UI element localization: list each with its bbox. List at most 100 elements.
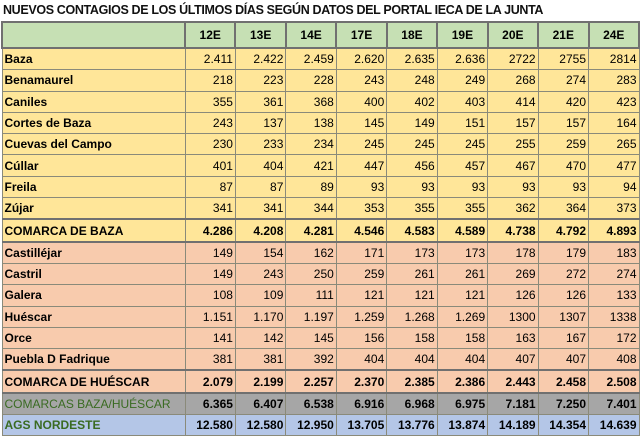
header-row: 12E 13E 14E 17E 18E 19E 20E 21E 24E [1,21,640,49]
value-cell: 1.151 [184,305,236,328]
row-label: AGS NORDESTE [1,414,186,436]
value-cell: 259 [335,262,388,286]
value-cell: 408 [588,348,640,371]
row-label: Caniles [1,90,186,113]
value-cell: 167 [537,326,590,350]
column-header: 20E [486,21,540,49]
value-cell: 141 [184,326,236,350]
value-cell: 261 [436,262,489,286]
value-cell: 1.269 [436,305,489,328]
value-cell: 407 [537,348,590,371]
row-label: Cuevas del Campo [1,133,186,156]
value-cell: 274 [588,262,640,286]
value-cell: 2.422 [234,47,287,71]
row-label: Galera [1,284,186,307]
value-cell: 421 [285,154,337,177]
value-cell: 93 [436,175,489,199]
value-cell: 173 [386,241,438,264]
value-cell: 158 [436,326,489,350]
value-cell: 178 [487,241,539,264]
value-cell: 420 [537,90,590,113]
value-cell: 268 [487,69,539,92]
value-cell: 156 [335,326,388,350]
table-row: Caniles 355 361 368 400 402 403 414 420 423 [1,90,640,113]
value-cell: 4.792 [537,218,590,243]
value-cell: 364 [537,197,590,220]
table-row: COMARCA DE BAZA 4.286 4.208 4.281 4.546 4.583… [1,218,640,243]
value-cell: 4.583 [386,218,438,243]
value-cell: 218 [184,69,236,92]
value-cell: 138 [285,111,337,135]
value-cell: 111 [285,284,337,307]
value-cell: 230 [184,133,236,156]
value-cell: 1338 [588,305,640,328]
value-cell: 2.459 [285,47,337,71]
value-cell: 404 [335,348,388,371]
value-cell: 392 [285,348,337,371]
contagios-table: 12E 13E 14E 17E 18E 19E 20E 21E 24E Baza 2.411 2.4… [1,21,640,436]
value-cell: 368 [285,90,337,113]
value-cell: 133 [588,284,640,307]
value-cell: 109 [234,284,287,307]
row-label: Castril [1,262,186,286]
value-cell: 6.407 [234,392,287,416]
value-cell: 6.968 [386,392,438,416]
value-cell: 233 [234,133,287,156]
value-cell: 2.635 [386,47,438,71]
table-body: Baza 2.411 2.422 2.459 2.620 2.635 2.636 2722 27… [1,47,640,436]
value-cell: 93 [487,175,539,199]
value-cell: 158 [386,326,438,350]
row-label: Zújar [1,197,186,220]
column-header: 18E [385,21,439,49]
value-cell: 404 [436,348,489,371]
value-cell: 151 [436,111,489,135]
value-cell: 137 [234,111,287,135]
value-cell: 414 [487,90,539,113]
row-label: Castilléjar [1,241,186,264]
value-cell: 228 [285,69,337,92]
column-header: 17E [335,21,388,49]
value-cell: 259 [537,133,590,156]
value-cell: 2.508 [588,369,640,394]
table-row: Cúllar 401 404 421 447 456 457 467 470 477 [1,154,640,177]
value-cell: 171 [335,241,388,264]
value-cell: 4.738 [487,218,539,243]
value-cell: 1307 [537,305,590,328]
value-cell: 6.365 [184,392,236,416]
value-cell: 2755 [537,47,590,71]
column-header: 19E [436,21,489,49]
value-cell: 12.950 [285,414,337,436]
value-cell: 373 [588,197,640,220]
value-cell: 4.281 [285,218,337,243]
row-label: Freila [1,175,186,199]
table-row: COMARCA DE HUÉSCAR 2.079 2.199 2.257 2.370 2.… [1,369,640,394]
value-cell: 400 [335,90,388,113]
value-cell: 355 [184,90,236,113]
value-cell: 467 [487,154,539,177]
value-cell: 243 [184,111,236,135]
value-cell: 355 [436,197,489,220]
row-label: Baza [1,47,186,71]
value-cell: 13.705 [335,414,388,436]
value-cell: 6.538 [285,392,337,416]
value-cell: 145 [335,111,388,135]
value-cell: 401 [184,154,236,177]
value-cell: 12.580 [184,414,236,436]
value-cell: 341 [234,197,287,220]
value-cell: 7.250 [537,392,590,416]
value-cell: 265 [588,133,640,156]
value-cell: 93 [537,175,590,199]
value-cell: 2.620 [335,47,388,71]
table-row: Galera 108 109 111 121 121 121 126 126 133 [1,284,640,307]
header-corner [1,21,186,49]
value-cell: 4.286 [184,218,236,243]
value-cell: 2.079 [184,369,236,394]
value-cell: 87 [184,175,236,199]
value-cell: 407 [487,348,539,371]
value-cell: 353 [335,197,388,220]
value-cell: 457 [436,154,489,177]
value-cell: 2.411 [184,47,236,71]
value-cell: 93 [335,175,388,199]
row-label: Huéscar [1,305,186,328]
value-cell: 1300 [487,305,539,328]
